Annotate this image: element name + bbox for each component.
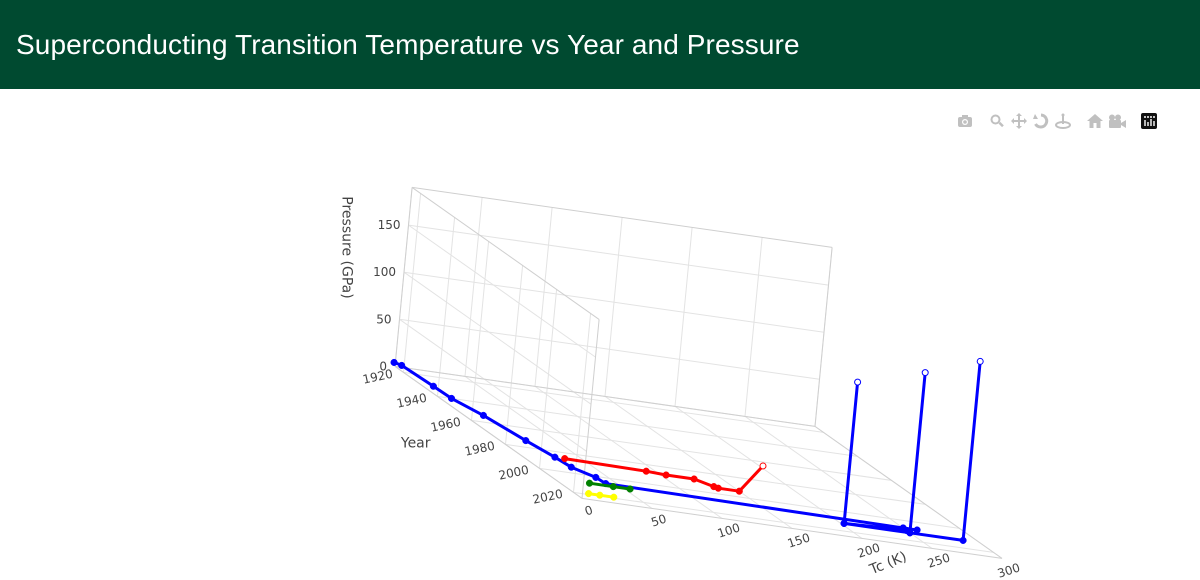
camera-icon[interactable] [954,110,976,132]
data-point [759,462,767,470]
gridline [505,443,926,505]
series-line [393,361,982,542]
last-save-camera-icon[interactable] [1106,110,1128,132]
data-point [592,473,600,481]
x-tick-label: 250 [926,550,952,570]
data-point [626,485,634,493]
data-point [921,369,929,377]
data-point [522,437,530,445]
orbit-rotation-icon[interactable] [1030,110,1052,132]
gridline [534,207,553,387]
x-tick-label: 50 [649,512,668,530]
data-point [976,357,984,365]
gridline [604,217,623,397]
gridline [573,313,592,493]
gridline [437,217,456,397]
data-point [609,483,617,491]
x-tick-label: 150 [786,530,812,550]
z-tick-label: 50 [376,312,391,326]
data-point [959,536,967,544]
axis-line [581,319,600,499]
y-tick-label: 1940 [395,391,428,411]
gridline [471,419,892,481]
gridline [471,241,490,421]
data-point [429,382,437,390]
axis-line [394,365,816,427]
y-tick-label: 2000 [497,463,530,483]
gridline [437,395,858,457]
y-tick-label: 1980 [463,439,496,459]
gridline [403,371,824,433]
data-point [642,467,650,475]
gridline [539,467,960,529]
gridline [674,227,693,407]
gridline [403,193,422,373]
data-point [690,475,698,483]
axis-line [394,187,413,367]
axis-line [412,186,833,248]
x-tick-label: 100 [716,520,742,540]
gridline [408,224,596,358]
y-tick-label: 1920 [361,367,394,387]
data-point [714,484,722,492]
z-tick-label: 100 [373,265,396,279]
data-point [913,526,921,534]
data-point [567,463,575,471]
y-tick-label: 1960 [429,415,462,435]
axis-line [814,425,1003,559]
z-tick-label: 150 [378,218,401,232]
pan-icon[interactable] [1008,110,1030,132]
data-point [561,455,569,463]
page-title: Superconducting Transition Temperature v… [16,28,800,60]
axis-line [411,187,600,320]
axis-line [814,247,833,427]
data-point [447,394,456,402]
gridline [573,491,994,553]
data-point [662,471,670,479]
modebar [954,110,1160,132]
zoom-icon[interactable] [986,110,1008,132]
x-tick-label: 300 [996,560,1022,580]
z-tick-label: 0 [379,359,387,373]
gridline [403,271,592,405]
x-tick-label: 0 [583,503,595,519]
data-point [398,361,406,369]
data-point [854,378,862,386]
axis-line [394,365,583,499]
data-point [479,411,487,419]
data-point [596,491,604,499]
gridline [505,265,524,445]
z-axis-title: Pressure (GPa) [338,196,354,298]
data-point [585,490,593,498]
data-point [585,479,594,487]
reset-camera-icon[interactable] [1084,110,1106,132]
gridline [464,197,483,377]
data-point [840,519,848,527]
gridline [403,271,825,333]
data-point [610,493,618,501]
gridline [539,289,558,469]
data-point [390,358,398,366]
data-point [906,529,914,537]
page-header: Superconducting Transition Temperature v… [0,0,1200,89]
data-point [735,487,743,495]
turntable-rotation-icon[interactable] [1052,110,1074,132]
gridline [744,237,763,417]
gridline [399,318,820,380]
data-point [551,453,559,461]
x-tick-label: 200 [856,540,882,560]
y-axis-title: Year [400,436,431,452]
axis-line [581,497,1003,559]
plotly-logo-icon[interactable] [1138,110,1160,132]
y-tick-label: 2020 [531,487,564,507]
gridline [408,224,829,286]
